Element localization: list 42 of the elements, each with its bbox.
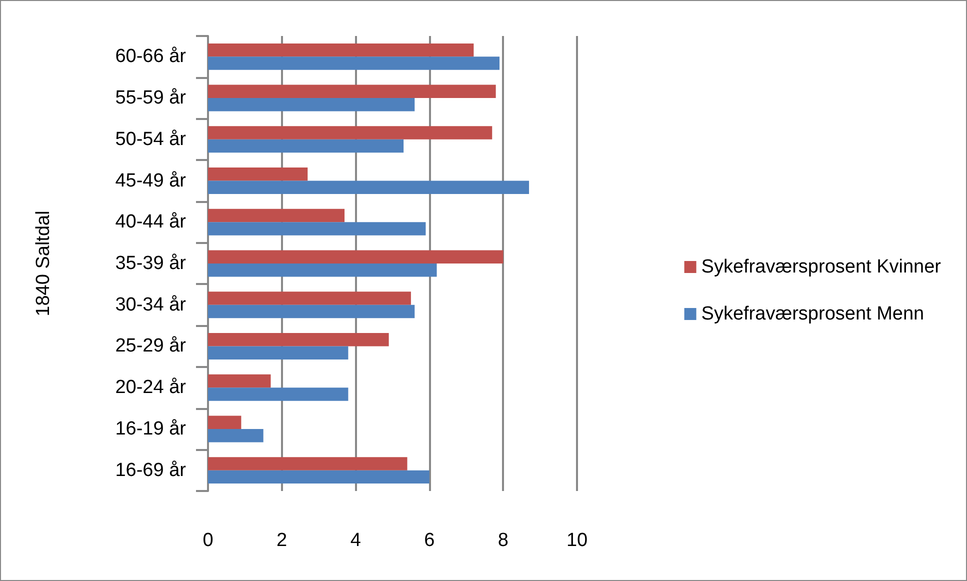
x-tick-label: 10 (566, 530, 588, 551)
x-tick-label: 0 (202, 530, 214, 551)
bar (208, 250, 504, 264)
bar (208, 84, 496, 98)
legend-label: Sykefraværsprosent Menn (701, 304, 924, 324)
x-tick-label: 4 (350, 530, 362, 551)
bar (208, 208, 345, 222)
bar (208, 98, 415, 112)
bar (208, 222, 426, 236)
y-tick-label: 50-54 år (115, 128, 187, 150)
y-tick-label: 16-69 år (115, 460, 187, 481)
y-tick-label: 30-34 år (115, 294, 187, 316)
bar (208, 43, 474, 57)
y-tick-label: 16-19 år (115, 418, 187, 440)
x-tick-label: 6 (424, 530, 435, 551)
bar (208, 457, 408, 470)
bar (208, 470, 430, 484)
bar (208, 264, 437, 277)
y-tick-label: 25-29 år (115, 336, 187, 357)
bar (208, 168, 308, 181)
bar (208, 304, 415, 318)
y-tick-label: 20-24 år (115, 377, 187, 398)
y-tick-label: 45-49 år (115, 170, 187, 192)
bar (208, 292, 411, 305)
bar (208, 180, 530, 194)
bar (208, 332, 389, 346)
bar (208, 428, 264, 442)
y-tick-label: 55-59 år (115, 88, 187, 109)
legend-label: Sykefraværsprosent Kvinner (701, 256, 942, 278)
bar (208, 126, 492, 140)
y-tick-label: 35-39 år (115, 253, 187, 274)
x-tick-label: 2 (276, 530, 288, 551)
y-axis-title: 1840 Saltdal (33, 210, 54, 316)
bar (208, 374, 271, 388)
x-tick-label: 8 (498, 530, 508, 551)
bar (208, 388, 348, 401)
bar (208, 346, 348, 360)
y-tick-label: 60-66 år (115, 46, 187, 68)
y-tick-label: 40-44 år (115, 212, 187, 233)
bar (208, 139, 404, 153)
bar (208, 416, 242, 429)
bar (208, 56, 500, 70)
